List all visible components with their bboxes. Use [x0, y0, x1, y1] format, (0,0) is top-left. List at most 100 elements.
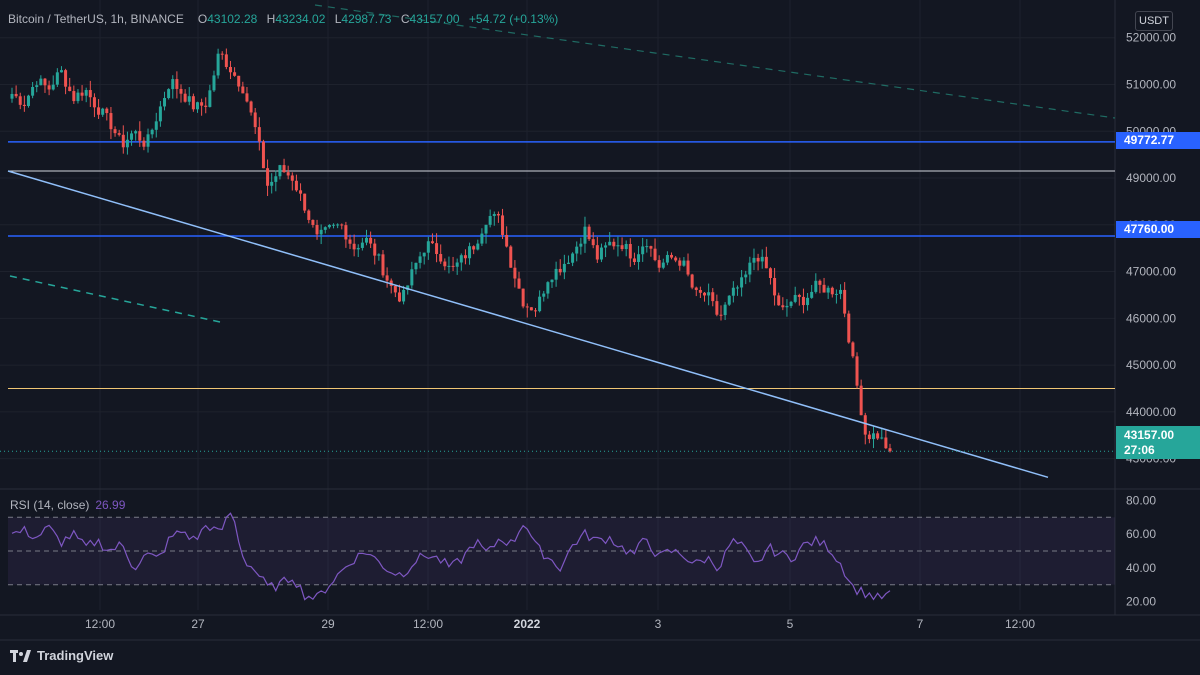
candle-body — [266, 168, 270, 186]
candle-body — [509, 246, 513, 268]
candle-body — [517, 278, 521, 289]
candle-body — [768, 268, 772, 279]
candle-body — [525, 306, 529, 308]
candle-body — [261, 141, 265, 169]
candle-body — [513, 267, 517, 279]
tradingview-logo[interactable]: TradingView — [10, 648, 113, 663]
open-label: O — [197, 12, 208, 26]
candle-body — [797, 294, 801, 297]
candle-body — [686, 260, 690, 275]
candle-body — [443, 261, 447, 267]
candle-body — [204, 105, 208, 107]
candle-body — [554, 268, 558, 280]
candle-body — [727, 295, 731, 305]
candle-body — [789, 301, 793, 306]
candle-body — [781, 305, 785, 308]
candle-body — [637, 254, 641, 262]
candle-body — [171, 79, 175, 90]
candle-body — [414, 262, 418, 270]
candle-body — [752, 257, 756, 263]
candle-body — [179, 88, 183, 94]
candle-body — [26, 95, 30, 106]
candle-body — [649, 246, 653, 249]
candle-body — [348, 239, 352, 244]
candle-body — [851, 342, 855, 357]
candle-body — [220, 53, 224, 55]
candle-body — [418, 256, 422, 263]
candle-body — [723, 304, 727, 316]
candle-body — [830, 287, 834, 295]
candle-body — [707, 292, 711, 296]
candle-body — [393, 285, 397, 293]
candle-body — [237, 75, 241, 87]
candle-body — [68, 86, 72, 92]
candle-body — [777, 295, 781, 306]
candle-body — [773, 278, 777, 296]
candle-body — [187, 96, 191, 102]
candle-body — [191, 96, 195, 110]
candle-body — [550, 279, 554, 283]
candle-body — [599, 247, 603, 260]
candle-body — [620, 245, 624, 250]
candle-body — [241, 86, 245, 94]
candle-body — [645, 246, 649, 248]
candle-body — [31, 86, 35, 96]
candle-body — [352, 243, 356, 250]
candle-body — [274, 176, 278, 182]
candle-body — [142, 140, 146, 147]
candle-body — [336, 224, 340, 226]
candle-body — [756, 257, 760, 262]
time-tick-label: 12:00 — [1005, 617, 1035, 631]
candle-body — [698, 289, 702, 293]
candle-body — [290, 175, 294, 181]
candle-body — [64, 70, 68, 87]
candle-body — [744, 274, 748, 278]
level-badge-mid: 47760.00 — [1116, 221, 1200, 238]
candle-body — [880, 437, 884, 439]
candle-body — [876, 433, 880, 439]
candle-body — [604, 245, 608, 248]
candle-body — [311, 219, 315, 225]
candle-body — [657, 260, 661, 268]
candle-body — [426, 241, 430, 253]
candle-body — [216, 53, 220, 76]
candle-body — [125, 139, 129, 148]
candle-body — [843, 289, 847, 314]
candle-body — [459, 255, 463, 263]
candle-body — [315, 224, 319, 235]
candle-body — [422, 252, 426, 257]
rsi-value: 26.99 — [95, 498, 126, 512]
candle-body — [665, 254, 669, 263]
candle-body — [43, 78, 47, 86]
candle-body — [641, 246, 645, 255]
currency-selector[interactable]: USDT — [1135, 11, 1173, 31]
price-tick-label: 44000.00 — [1126, 405, 1176, 419]
rsi-tick-label: 40.00 — [1126, 561, 1156, 575]
candle-body — [661, 262, 665, 268]
candle-body — [212, 75, 216, 91]
candle-body — [855, 356, 859, 386]
candle-body — [463, 255, 467, 259]
channel-line-lower — [9, 275, 221, 323]
candle-body — [109, 113, 113, 130]
candle-body — [496, 213, 500, 216]
candle-body — [294, 180, 298, 191]
candle-body — [492, 213, 496, 216]
candle-body — [286, 172, 290, 176]
candle-body — [834, 293, 838, 295]
candle-body — [521, 288, 525, 307]
candle-body — [369, 237, 373, 244]
candle-body — [888, 448, 892, 452]
candle-body — [299, 190, 303, 194]
candle-body — [364, 237, 368, 243]
candle-body — [430, 241, 434, 244]
low-label: L — [334, 12, 342, 26]
candle-body — [793, 294, 797, 302]
candle-body — [587, 226, 591, 240]
candle-body — [121, 134, 125, 148]
candle-body — [455, 262, 459, 267]
symbol-title: Bitcoin / TetherUS, 1h, BINANCE — [8, 12, 184, 26]
candle-body — [624, 244, 628, 250]
